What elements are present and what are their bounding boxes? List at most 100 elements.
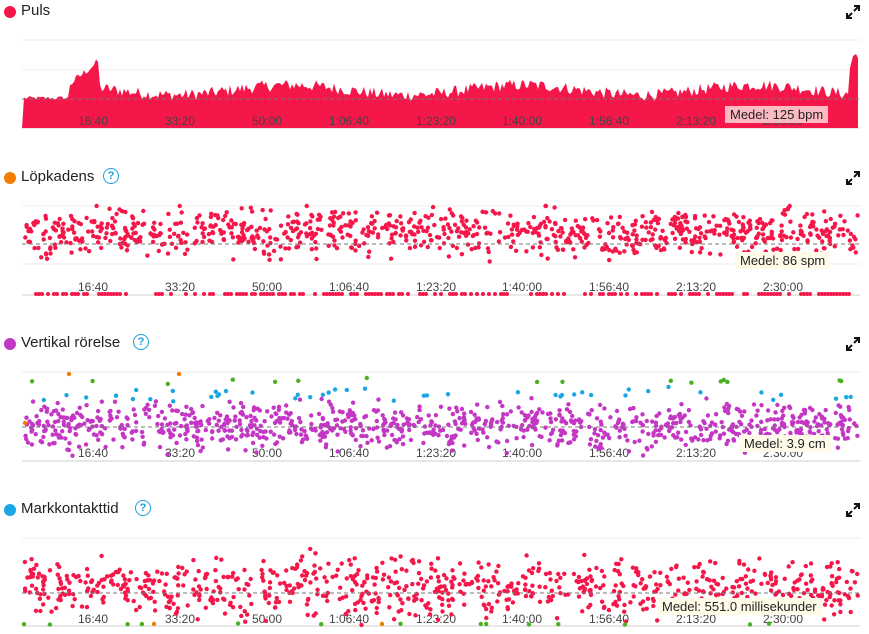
vertikal-point — [737, 419, 742, 425]
vertikal-point — [580, 390, 585, 395]
kontakt-point — [768, 577, 774, 582]
kontakt-point — [272, 605, 278, 610]
kadens-point — [801, 233, 806, 238]
kadens-point — [310, 214, 315, 219]
help-icon[interactable]: ? — [133, 334, 149, 350]
kontakt-point — [682, 591, 688, 596]
expand-icon[interactable] — [845, 502, 861, 518]
vertikal-point — [787, 405, 793, 411]
expand-icon[interactable] — [845, 4, 861, 20]
vertikal-tick-label: 2:13:20 — [676, 446, 716, 460]
kadens-point — [285, 222, 291, 227]
kontakt-point — [127, 578, 132, 583]
vertikal-point — [234, 424, 239, 429]
kontakt-point — [262, 591, 268, 596]
kontakt-point — [380, 577, 386, 582]
kadens-point — [84, 215, 89, 221]
kadens-point — [459, 252, 465, 257]
vertikal-point — [795, 419, 801, 425]
kontakt-point — [562, 571, 567, 576]
kontakt-point — [267, 585, 273, 591]
kontakt-point — [203, 605, 208, 610]
kontakt-point — [709, 584, 714, 589]
expand-icon[interactable] — [845, 336, 861, 352]
vertikal-point — [192, 415, 197, 421]
vertikal-point — [698, 432, 704, 438]
help-icon[interactable]: ? — [103, 168, 119, 184]
kadens-point — [373, 292, 377, 296]
kontakt-point — [374, 569, 380, 574]
vertikal-point — [352, 413, 357, 418]
kontakt-point — [350, 577, 356, 582]
vertikal-chart[interactable]: 16:40 33:20 50:00 1:06:40 1:23:20 1:40:00 1:56… — [0, 332, 869, 497]
kadens-point — [391, 292, 395, 296]
kadens-point — [184, 292, 188, 296]
kontakt-point — [798, 572, 804, 578]
kadens-point — [475, 292, 479, 296]
kadens-point — [487, 292, 491, 296]
kontakt-point — [825, 589, 830, 595]
kadens-point — [131, 221, 136, 226]
kontakt-point — [56, 586, 61, 592]
kontakt-point — [489, 609, 494, 614]
vertikal-point — [322, 422, 327, 428]
vertikal-point — [98, 430, 103, 435]
puls-chart[interactable]: 16:40 33:20 50:00 1:06:40 1:23:20 1:40:00 1:56… — [0, 0, 869, 165]
kontakt-chart[interactable]: 16:4033:2050:001:06:401:23:201:40:001:56… — [0, 498, 869, 634]
kadens-point — [476, 241, 482, 246]
vertikal-point — [145, 402, 150, 407]
kontakt-point — [66, 588, 72, 593]
kadens-point — [86, 249, 92, 254]
kontakt-point — [529, 570, 535, 576]
kontakt-point — [741, 562, 747, 567]
kadens-point — [406, 292, 410, 296]
vertikal-point — [533, 427, 538, 432]
vertikal-point — [598, 419, 603, 424]
kontakt-point — [658, 583, 663, 588]
kadens-point — [694, 292, 698, 296]
kadens-point — [288, 237, 293, 243]
vertikal-point — [310, 427, 315, 432]
kontakt-point — [810, 577, 815, 582]
kadens-point — [699, 246, 704, 251]
vertikal-point — [540, 410, 545, 415]
kontakt-point — [437, 595, 442, 600]
vertikal-point — [475, 402, 480, 407]
kadens-point — [832, 224, 837, 229]
vertikal-point — [486, 444, 492, 450]
kadens-color-dot — [4, 172, 16, 184]
vertikal-point — [229, 434, 235, 440]
kadens-point — [388, 256, 394, 261]
vertikal-point — [210, 429, 215, 434]
kadens-point — [545, 236, 550, 242]
kadens-chart[interactable]: 16:40 33:20 50:00 1:06:40 1:23:20 1:40:00 1:56… — [0, 166, 869, 331]
kadens-point — [223, 292, 227, 296]
vertikal-point — [391, 398, 396, 403]
kadens-point — [106, 292, 110, 296]
vertikal-point — [341, 426, 347, 432]
kadens-point — [151, 234, 156, 239]
vertikal-point — [525, 427, 530, 432]
kadens-point — [118, 236, 123, 241]
vertikal-point — [337, 409, 343, 414]
expand-icon[interactable] — [845, 170, 861, 186]
kontakt-point — [416, 581, 421, 586]
kontakt-point — [143, 584, 148, 589]
vertikal-point — [759, 390, 764, 395]
kontakt-point — [803, 581, 809, 586]
vertikal-point — [717, 433, 723, 438]
kadens-point — [798, 223, 803, 228]
kadens-point — [585, 233, 590, 238]
kadens-point — [771, 247, 776, 252]
kontakt-point — [768, 573, 773, 578]
kadens-point — [254, 228, 259, 233]
kontakt-point — [424, 605, 429, 610]
vertikal-point — [351, 417, 356, 422]
kontakt-point — [147, 578, 153, 583]
kadens-point — [757, 292, 761, 296]
kontakt-point — [91, 587, 97, 592]
kadens-point — [596, 227, 602, 232]
kadens-point — [749, 244, 755, 250]
kontakt-point — [322, 575, 327, 580]
help-icon[interactable]: ? — [135, 500, 151, 516]
